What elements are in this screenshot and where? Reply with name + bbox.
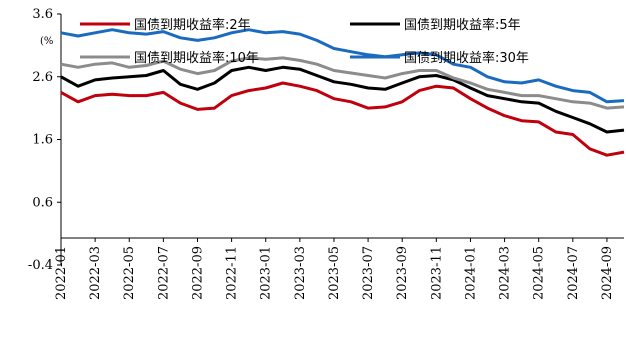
x-tick-label: 2024-03 xyxy=(498,246,513,300)
x-tick-label: 2022-01 xyxy=(54,246,69,300)
x-tick-label: 2023-05 xyxy=(327,246,342,300)
series-lines xyxy=(60,28,625,157)
series-line-2 xyxy=(60,56,625,110)
series-line-3 xyxy=(60,28,625,104)
x-tick-label: 2022-11 xyxy=(225,246,240,300)
legend-label-0: 国债到期收益率:2年 xyxy=(134,17,251,33)
x-tick-label: 2023-03 xyxy=(293,246,308,300)
x-tick-label: 2024-01 xyxy=(463,246,478,300)
x-tick-label: 2022-07 xyxy=(156,246,171,300)
legend-label-3: 国债到期收益率:30年 xyxy=(404,50,529,66)
series-line-0 xyxy=(60,81,625,157)
x-tick-label: 2022-03 xyxy=(88,246,103,300)
x-tick-label: 2022-09 xyxy=(190,246,205,300)
x-tick-label: 2024-05 xyxy=(532,246,547,300)
x-tick-label: 2023-07 xyxy=(361,246,376,300)
legend-label-2: 国债到期收益率:10年 xyxy=(134,50,259,66)
x-ticks: 2022-01 2022-03 2022-05 2022-07 2022-09 2022-… xyxy=(54,238,615,300)
x-tick-label: 2022-05 xyxy=(122,246,137,300)
unit-label: (% xyxy=(40,36,53,47)
plot-area: 3.62.61.60.6-0.4 2022-01 2022-03 2022-05 20… xyxy=(28,7,625,300)
y-ticks: 3.6 2.6 1.6 0.6 -0.4 xyxy=(28,7,61,273)
y-tick-label: 0.6 xyxy=(32,195,53,210)
x-tick-label: 2023-01 xyxy=(259,246,274,300)
legend-label-1: 国债到期收益率:5年 xyxy=(404,17,521,33)
series-line-1 xyxy=(60,65,625,134)
y-tick-label: 3.6 xyxy=(32,7,53,22)
x-tick-label: 2024-07 xyxy=(566,246,581,300)
x-tick-label: 2023-11 xyxy=(429,246,444,300)
x-tick-label: 2024-09 xyxy=(600,246,615,300)
x-tick-label: 2023-09 xyxy=(395,246,410,300)
y-tick-label: -0.4 xyxy=(28,258,53,273)
y-tick-label: 1.6 xyxy=(32,133,53,148)
y-tick-label: 2.6 xyxy=(32,70,53,85)
